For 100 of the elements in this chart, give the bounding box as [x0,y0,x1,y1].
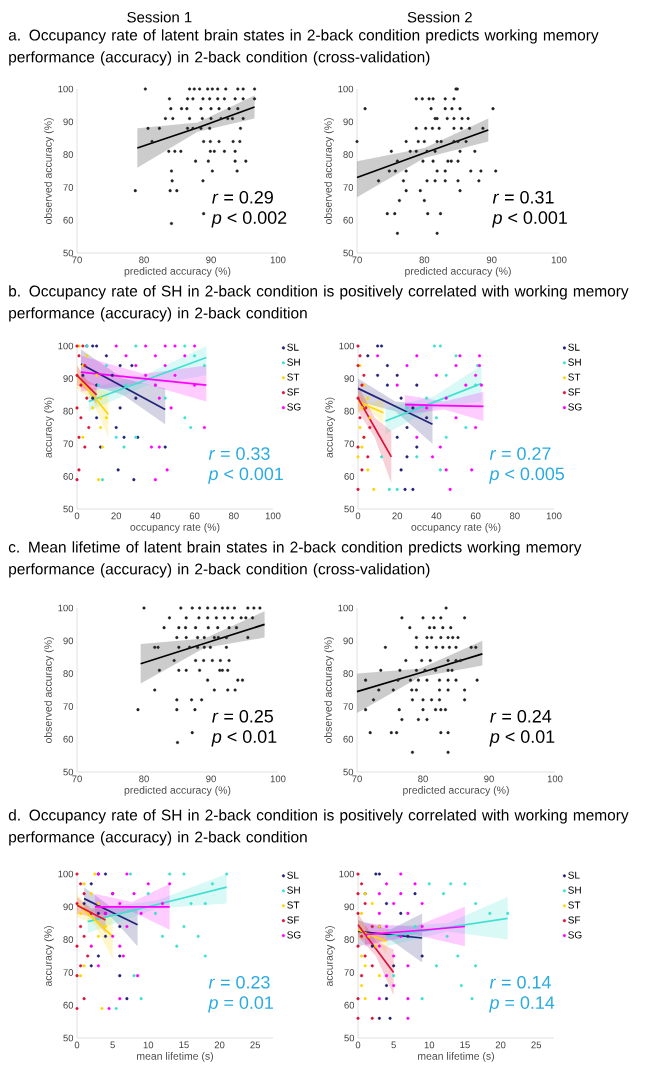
y-tick-label: 60 [344,1001,355,1009]
x-tick-label: 90 [206,775,216,783]
x-tick-label: 100 [551,256,567,264]
y-tick-label: 50 [344,1034,355,1042]
y-axis-title: observed accuracy (%) [324,118,334,225]
x-axis-title: predicted accuracy (%) [403,786,509,796]
legend-label: SL [287,871,299,879]
x-tick-label: 15 [460,1041,470,1049]
y-tick-label: 60 [344,473,355,480]
x-tick-label: 5 [110,1041,115,1049]
legend-label: SF [287,916,300,924]
y-tick-label: 50 [343,768,354,776]
y-tick-label: 100 [58,604,74,612]
y-tick-label: 70 [344,969,355,976]
x-tick-label: 0 [355,1041,361,1049]
legend-label: SL [568,343,580,351]
y-tick-label: 60 [63,473,74,480]
x-tick-label: 20 [111,512,122,520]
text: Session 1 [127,11,192,23]
legend-label: SH [568,358,581,366]
x-tick-label: 25 [531,1041,542,1049]
text: Session 2 [407,11,472,23]
x-tick-label: 25 [250,1041,261,1049]
y-tick-label: 70 [63,703,74,710]
legend-label: SL [287,343,299,351]
y-tick-label: 80 [343,151,354,158]
y-tick-label: 90 [63,903,74,911]
y-tick-label: 60 [63,216,74,224]
x-tick-label: 20 [392,512,403,520]
annotation: p < 0.005 [489,467,565,484]
x-tick-label: 70 [72,256,82,264]
y-tick-label: 50 [344,505,355,513]
x-axis-title: predicted accuracy (%) [124,267,231,277]
text: d. Occupancy rate of SH in 2-back condition is positively correlated with working memory performance (accuracy) in 2-back condition [8,809,629,846]
legend-label: SH [287,358,300,366]
x-tick-label: 0 [355,512,361,520]
x-tick-label: 70 [352,775,362,783]
annotation: p < 0.001 [208,467,283,484]
y-axis-title: accuracy (%) [325,397,335,458]
y-axis-title: accuracy (%) [325,926,335,987]
y-tick-label: 60 [63,1001,74,1009]
y-tick-label: 70 [63,440,74,448]
chart-title: a. Occupancy rate of latent brain states in 2-back condition predicts working memory performance (accuracy) in 2-back condition (cross-validation) [8,29,599,66]
x-axis-title: occupancy rate (%) [130,523,220,533]
annotation: r = 0.24 [490,709,552,723]
legend-label: SH [568,886,581,894]
y-tick-label: 70 [344,440,355,448]
annotation: r = 0.25 [212,709,274,723]
y-tick-label: 70 [343,703,354,710]
y-tick-label: 90 [63,375,74,382]
x-tick-label: 60 [189,512,200,520]
y-tick-label: 80 [63,936,74,943]
y-tick-label: 80 [344,936,355,943]
x-tick-label: 70 [352,256,362,264]
x-tick-label: 100 [547,775,563,783]
legend-label: SG [287,931,301,939]
y-tick-label: 90 [63,637,74,645]
x-tick-label: 40 [150,512,161,520]
x-tick-label: 90 [206,256,216,264]
x-axis-title: predicted accuracy (%) [405,267,511,277]
y-tick-label: 50 [343,249,354,257]
x-tick-label: 80 [228,512,239,520]
x-axis-title: mean lifetime (s) [137,1052,213,1062]
x-tick-label: 0 [74,1041,80,1049]
annotation: p < 0.01 [211,730,277,747]
annotation: p = 0.01 [208,996,273,1013]
x-tick-label: 90 [484,775,494,783]
y-axis-title: observed accuracy (%) [44,118,54,225]
annotation: r = 0.31 [492,190,554,204]
legend-label: ST [287,373,300,381]
y-tick-label: 80 [63,151,74,158]
y-tick-label: 60 [63,735,74,743]
x-tick-label: 80 [419,256,430,264]
y-tick-label: 100 [338,604,354,612]
y-tick-label: 50 [63,768,74,776]
y-tick-label: 100 [339,870,355,878]
annotation: p < 0.01 [489,730,555,747]
y-tick-label: 70 [343,184,354,191]
y-tick-label: 100 [58,342,74,350]
x-tick-label: 100 [265,512,281,520]
annotation: r = 0.27 [489,447,551,460]
y-tick-label: 90 [63,118,74,126]
x-tick-label: 20 [495,1041,506,1049]
y-tick-label: 90 [343,118,354,126]
y-axis-title: observed accuracy (%) [324,637,334,744]
y-tick-label: 100 [58,85,74,93]
x-tick-label: 60 [470,512,481,520]
x-tick-label: 15 [179,1041,189,1049]
legend-label: SH [287,886,300,894]
x-tick-label: 10 [424,1041,435,1049]
y-tick-label: 80 [63,670,74,677]
x-axis-title: occupancy rate (%) [411,523,501,533]
y-tick-label: 50 [63,1034,74,1042]
y-tick-label: 100 [339,342,355,350]
y-tick-label: 50 [63,249,74,257]
x-tick-label: 100 [270,775,286,783]
x-tick-label: 90 [486,256,497,264]
x-axis-title: predicted accuracy (%) [124,786,231,796]
y-tick-label: 90 [343,637,354,645]
legend-label: SL [568,871,580,879]
